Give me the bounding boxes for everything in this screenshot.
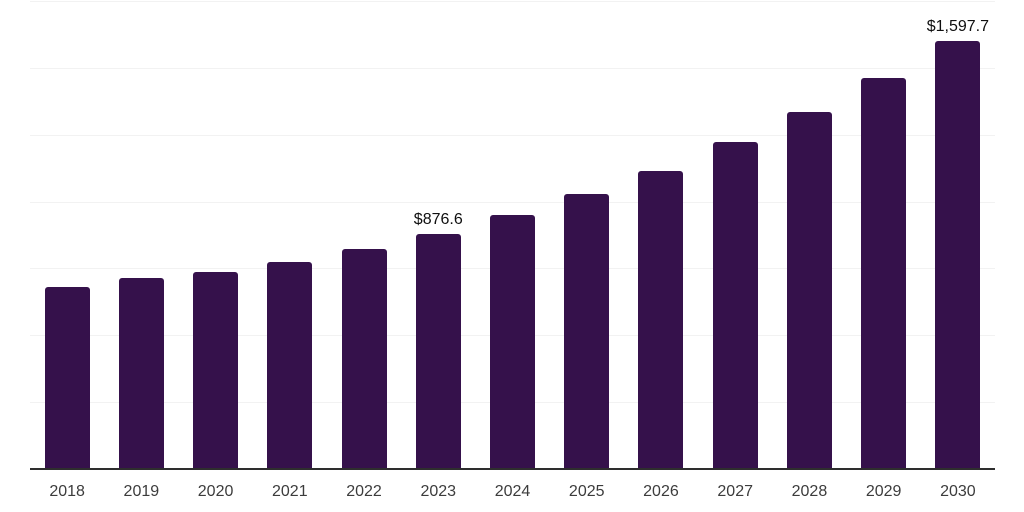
bar-2022: [341, 248, 387, 468]
bar-2019: [118, 277, 164, 468]
plot-area: $876.6 $1,597.7: [30, 0, 995, 470]
x-tick-label-2018: 2018: [49, 483, 85, 500]
x-tick-label-2019: 2019: [123, 483, 160, 500]
gridline: [30, 67, 995, 69]
gridline: [30, 134, 995, 136]
x-axis-line: [30, 468, 995, 470]
x-axis-labels: 2018 2019 2020 2021 2022 2023 2024 2025 2026 2027…: [30, 480, 995, 504]
bar-2020: [193, 271, 239, 468]
bar-2025: [564, 193, 610, 468]
x-tick-label-2029: 2029: [865, 483, 902, 500]
x-tick-label-2025: 2025: [568, 483, 605, 500]
value-label-2023: $876.6: [413, 210, 463, 228]
x-tick-label-2023: 2023: [420, 483, 457, 500]
value-label-2030: $1,597.7: [926, 17, 990, 35]
bar-2024: [490, 215, 535, 468]
bar-2028: [786, 111, 832, 468]
bar-2030: [935, 40, 981, 468]
x-tick-label-2030: 2030: [940, 483, 976, 500]
x-tick-label-2027: 2027: [717, 483, 753, 500]
bar-2029: [861, 77, 907, 468]
bar-2021: [267, 262, 313, 468]
x-tick-label-2026: 2026: [643, 483, 679, 500]
x-tick-label-2020: 2020: [197, 483, 234, 500]
gridline: [30, 201, 995, 203]
bar-2023: [415, 233, 461, 468]
x-tick-label-2028: 2028: [791, 483, 828, 500]
x-tick-label-2021: 2021: [272, 483, 308, 500]
x-tick-label-2024: 2024: [494, 483, 531, 500]
bar-2027: [712, 142, 758, 468]
bar-2018: [44, 286, 90, 468]
gridline: [30, 1, 995, 2]
x-tick-label-2022: 2022: [346, 483, 382, 500]
bar-2026: [638, 170, 684, 468]
